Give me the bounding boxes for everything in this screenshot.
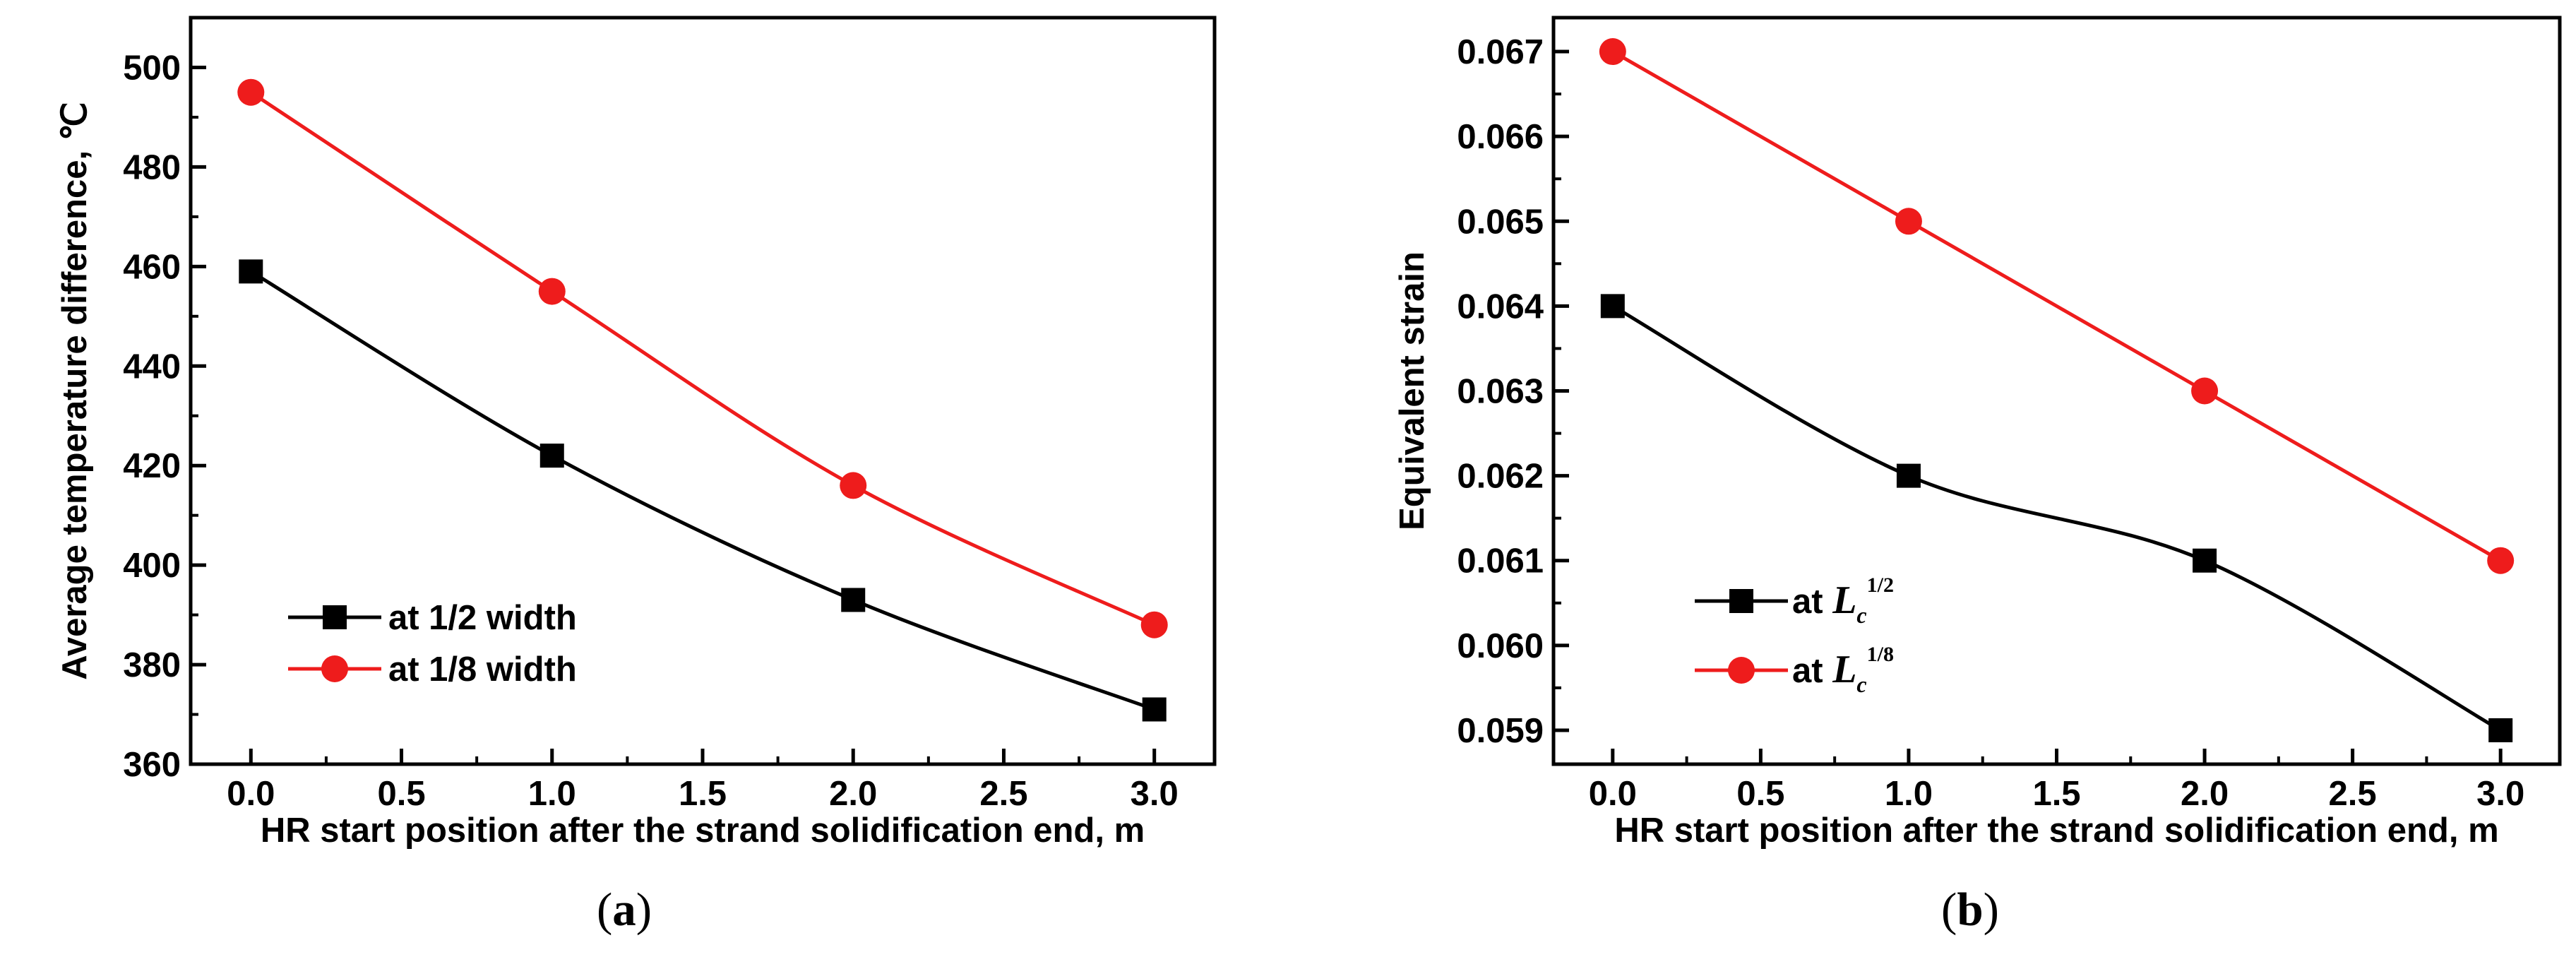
panel-b-series-1-point <box>2488 718 2513 742</box>
panel-a-y-tick-label: 480 <box>123 148 181 186</box>
panel-b-caption: (b) <box>1941 884 1999 936</box>
panel-a-x-tick-label: 0.0 <box>227 775 275 813</box>
panel-a-y-tick-label: 360 <box>123 746 181 784</box>
panel-b-legend-2-marker <box>1728 657 1755 684</box>
panel-b-series-2-line <box>1611 49 2502 562</box>
panel-a-x-tick-label: 2.5 <box>979 775 1027 813</box>
panel-b-y-tick-label: 0.063 <box>1457 373 1544 411</box>
panel-a-series-1-point <box>1142 697 1167 722</box>
panel-a-legend-1-marker <box>323 605 347 629</box>
panel-b-x-tick-label: 1.5 <box>2032 775 2080 813</box>
panel-a-x-tick-label: 3.0 <box>1131 775 1179 813</box>
panel-b-x-tick-label: 0.0 <box>1589 775 1637 813</box>
panel-a-caption: (a) <box>597 884 652 936</box>
panel-b-x-tick-label: 1.0 <box>1885 775 1933 813</box>
panel-a-legend-2-label: at 1/8 width <box>388 650 577 689</box>
panel-b-x-tick-label: 3.0 <box>2476 775 2524 813</box>
panel-a-legend-1-label: at 1/2 width <box>388 599 577 637</box>
panel-a-legend-2-marker <box>321 655 348 682</box>
panel-a-y-tick-label: 380 <box>123 646 181 684</box>
panel-b-x-tick-label: 2.0 <box>2181 775 2229 813</box>
panel-b-chart: 0.0 0.5 1.0 1.5 2.0 2.5 3.0 0.059 0.060 0.061 0.06… <box>1393 16 2562 850</box>
panel-a-y-tick-label: 400 <box>123 547 181 585</box>
panel-b-series-1-point <box>2193 548 2217 573</box>
panel-b-y-tick-label: 0.067 <box>1457 33 1544 71</box>
panel-a-y-tick-label: 500 <box>123 49 181 87</box>
panel-b-series-2-point <box>1895 208 1922 235</box>
panel-a-x-tick-label: 0.5 <box>377 775 425 813</box>
panel-b-x-tick-label: 0.5 <box>1736 775 1784 813</box>
panel-a-y-axis-label: Average temperature difference, ℃ <box>56 102 94 679</box>
panel-b-legend-1-marker <box>1729 589 1753 613</box>
panel-a-x-tick-label: 2.0 <box>829 775 877 813</box>
panel-b-legend-1-label: at Lc1/2 <box>1792 573 1894 628</box>
panel-a-series-1-point <box>841 588 866 612</box>
panel-b-y-tick-label: 0.064 <box>1457 287 1544 326</box>
panel-b-y-tick-label: 0.066 <box>1457 118 1544 156</box>
panel-a-x-tick-label: 1.5 <box>679 775 727 813</box>
panel-b-plot-frame <box>1551 16 2562 766</box>
panel-a-y-tick-label: 420 <box>123 447 181 485</box>
panel-a-series-2-point <box>538 278 566 305</box>
panel-a-x-axis-label: HR start position after the strand solid… <box>261 812 1145 850</box>
panel-a-x-tick-label: 1.0 <box>528 775 576 813</box>
panel-b-series-1-point <box>1600 294 1625 319</box>
panel-b-series-2-point <box>2487 547 2515 574</box>
panel-b-x-tick-label: 2.5 <box>2329 775 2377 813</box>
panel-b-y-axis-label: Equivalent strain <box>1393 251 1431 530</box>
panel-b-series-1-point <box>1896 463 1921 488</box>
panel-a-y-tick-label: 460 <box>123 248 181 286</box>
panel-b-y-tick-label: 0.060 <box>1457 627 1544 665</box>
panel-b-legend-2-label: at Lc1/8 <box>1792 643 1894 697</box>
panel-a-series-2-line <box>249 90 1155 626</box>
panel-a-series-2-point <box>840 472 867 499</box>
panel-a-series-1-line <box>249 270 1155 711</box>
panel-a-series-2-point <box>237 78 265 106</box>
panel-a-series-2-point <box>1140 611 1168 638</box>
panel-b-caption-letter: b <box>1957 884 1983 936</box>
panel-b-y-tick-label: 0.062 <box>1457 458 1544 496</box>
panel-b-series-1-line <box>1611 304 2502 732</box>
panel-b-x-axis-label: HR start position after the strand solid… <box>1614 812 2498 850</box>
panel-b-series-2-point <box>1599 38 1626 66</box>
panel-a-chart: 0.0 0.5 1.0 1.5 2.0 2.5 3.0 360 380 400 420 440 460 4… <box>56 16 1217 850</box>
panel-b-y-tick-label: 0.059 <box>1457 712 1544 750</box>
panel-b-y-tick-label: 0.065 <box>1457 203 1544 241</box>
panel-a-series-1-point <box>539 444 564 468</box>
panel-b-y-tick-label: 0.061 <box>1457 542 1544 581</box>
panel-a-y-tick-label: 440 <box>123 347 181 386</box>
panel-b-series-2-point <box>2191 377 2219 405</box>
panel-a-caption-letter: a <box>612 884 636 936</box>
panel-a-series-1-point <box>239 259 263 284</box>
